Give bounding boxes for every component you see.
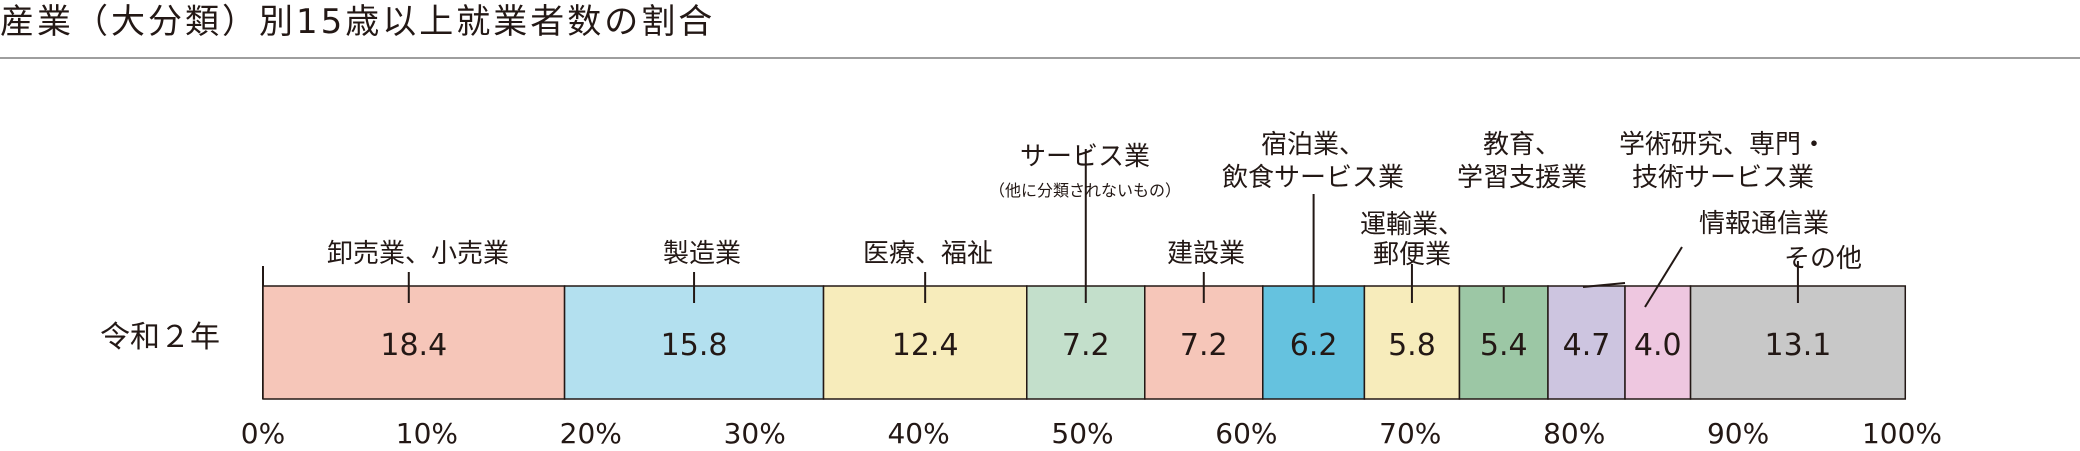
x-tick-label: 30% [724, 417, 786, 450]
bar-segment [1689, 285, 1907, 400]
category-label: サービス業 [1020, 142, 1150, 172]
data-label: 5.4 [1480, 328, 1528, 363]
category-label: 運輸業、 [1360, 210, 1464, 240]
bar-segment [262, 285, 566, 400]
category-label: 医療、福祉 [863, 239, 993, 269]
category-label: 建設業 [1167, 239, 1245, 269]
x-tick-label: 80% [1543, 417, 1605, 450]
bar-segment [1026, 285, 1146, 400]
x-tick-label: 10% [396, 417, 458, 450]
data-label: 18.4 [380, 328, 447, 363]
bar-segment [1363, 285, 1461, 400]
category-label: 学術研究、専門・ [1619, 130, 1827, 160]
row-label: 令和２年 [100, 320, 220, 355]
chart-title: 産業（大分類）別15歳以上就業者数の割合 [0, 2, 716, 42]
category-sublabel: （他に分類されないもの） [989, 181, 1181, 200]
data-label: 4.0 [1634, 328, 1682, 363]
category-label: 情報通信業 [1699, 209, 1829, 239]
category-label: 教育、 [1483, 130, 1561, 160]
data-label: 5.8 [1388, 328, 1436, 363]
category-label: その他 [1784, 244, 1862, 274]
category-label: 技術サービス業 [1632, 163, 1814, 193]
data-label: 12.4 [892, 328, 959, 363]
data-label: 7.2 [1062, 328, 1110, 363]
bar-segment [1262, 285, 1366, 400]
x-tick-label: 70% [1379, 417, 1441, 450]
x-tick-label: 60% [1215, 417, 1277, 450]
x-tick-label: 40% [887, 417, 949, 450]
data-label: 15.8 [661, 328, 728, 363]
bar-segment [1458, 285, 1549, 400]
x-tick-label: 100% [1862, 417, 1942, 450]
x-tick-label: 0% [241, 417, 285, 450]
category-label: 宿泊業、 [1261, 130, 1365, 160]
data-label: 6.2 [1290, 328, 1338, 363]
data-label: 7.2 [1180, 328, 1228, 363]
category-label: 郵便業 [1373, 240, 1451, 270]
leader-line [1644, 246, 1683, 308]
category-label: 製造業 [663, 239, 741, 269]
data-label: 4.7 [1563, 328, 1611, 363]
category-label: 学習支援業 [1457, 163, 1587, 193]
x-tick-label: 20% [560, 417, 622, 450]
x-tick-label: 90% [1707, 417, 1769, 450]
x-tick-label: 50% [1051, 417, 1113, 450]
category-label: 卸売業、小売業 [327, 239, 509, 269]
bar-segment [822, 285, 1028, 400]
bar-segment [1144, 285, 1264, 400]
data-label: 13.1 [1765, 328, 1832, 363]
title-divider [0, 57, 2080, 59]
category-label: 飲食サービス業 [1222, 163, 1404, 193]
leader-line [1582, 282, 1626, 288]
